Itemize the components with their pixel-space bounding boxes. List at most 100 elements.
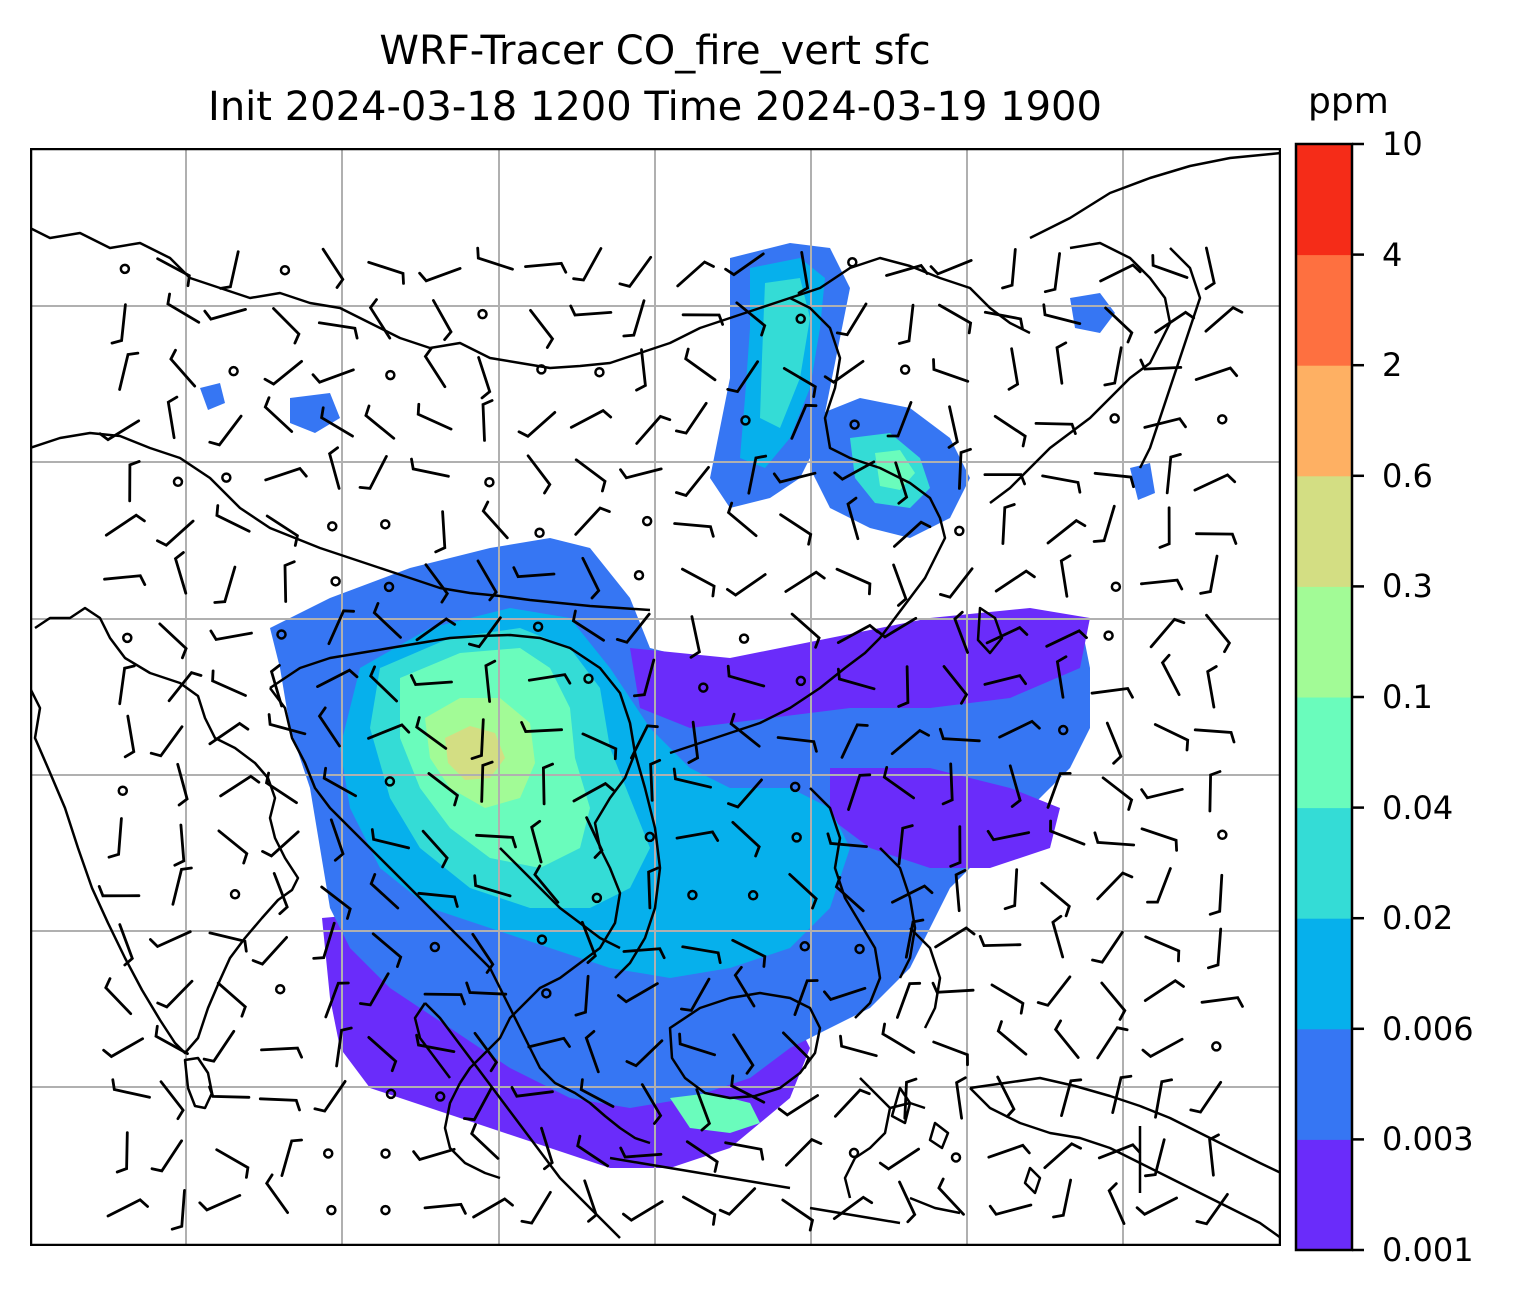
wind-barb <box>676 260 715 288</box>
tracer-contour <box>1070 293 1115 333</box>
wind-barb <box>1055 655 1068 699</box>
wind-barb <box>1154 310 1196 334</box>
wind-barb <box>985 625 1029 645</box>
wind-barb <box>215 504 251 533</box>
wind-barb <box>1052 1178 1072 1219</box>
calm-wind-marker <box>799 941 811 952</box>
tracer-contour <box>670 1093 760 1133</box>
wind-barb <box>219 250 240 290</box>
coastlines <box>30 151 1281 1240</box>
wind-barb <box>675 466 710 498</box>
wind-barb <box>1100 981 1127 1021</box>
calm-wind-marker <box>633 570 645 581</box>
wind-barb <box>932 1040 969 1067</box>
wind-barb <box>1042 303 1082 325</box>
wind-barb <box>110 303 127 345</box>
wind-barb <box>996 1020 1028 1056</box>
wind-barb <box>150 1139 183 1173</box>
wind-barb <box>729 712 761 748</box>
wind-barb <box>170 1189 186 1231</box>
colorbar-tick-label: 0.1 <box>1382 678 1433 716</box>
wind-barb <box>208 414 243 447</box>
wind-barb <box>726 573 767 597</box>
calm-wind-marker <box>541 988 552 999</box>
wind-barb <box>421 829 449 869</box>
wind-barb <box>846 496 860 541</box>
calm-wind-marker <box>644 831 656 843</box>
colorbar-tick-label: 0.001 <box>1382 1231 1474 1269</box>
wind-barb <box>368 298 392 340</box>
wind-barb <box>529 309 555 349</box>
wind-barb <box>834 876 865 913</box>
wind-barb <box>832 1195 874 1220</box>
wind-barb <box>410 457 450 478</box>
wind-barb <box>574 506 611 536</box>
wind-barb <box>931 981 975 994</box>
wind-barb <box>675 401 708 435</box>
calm-wind-marker <box>119 263 131 275</box>
wind-barb <box>955 1076 967 1120</box>
wind-barb <box>583 1179 598 1223</box>
calm-wind-marker <box>536 934 548 945</box>
wind-barb <box>1055 341 1068 385</box>
wind-barb <box>476 246 514 271</box>
wind-barb <box>481 500 509 540</box>
wind-barb <box>470 1123 500 1160</box>
wind-barb <box>1060 1078 1083 1117</box>
wind-barb <box>672 767 712 789</box>
calm-wind-marker <box>534 527 545 539</box>
wind-barb <box>875 616 918 639</box>
wind-barb <box>107 817 123 859</box>
wind-barb <box>949 825 962 868</box>
wind-barb <box>159 1080 185 1121</box>
wind-barb <box>1045 629 1088 648</box>
wind-barb <box>173 823 186 867</box>
wind-barb <box>1199 554 1219 595</box>
wind-barb <box>471 932 495 974</box>
wind-barb <box>772 471 817 484</box>
wind-barb <box>530 819 543 864</box>
wind-barb <box>169 348 197 388</box>
wind-barb <box>839 1034 878 1058</box>
wind-barb <box>1207 927 1223 970</box>
wind-barb <box>173 551 188 595</box>
wind-barb <box>625 1039 664 1068</box>
wind-barb <box>423 346 447 389</box>
wind-barb <box>834 1088 871 1118</box>
wind-barb <box>1140 827 1178 852</box>
colorbar-segment <box>1296 697 1352 809</box>
wind-barb <box>689 615 701 659</box>
calm-wind-marker <box>1211 1041 1222 1052</box>
wind-barb <box>584 1030 600 1074</box>
calm-wind-marker <box>954 525 965 537</box>
wind-barb <box>892 563 908 607</box>
wind-barb <box>647 866 660 910</box>
wind-barb <box>166 395 179 440</box>
wind-barb <box>1141 1037 1184 1059</box>
wind-barb <box>1040 881 1071 918</box>
wind-barb <box>367 260 405 285</box>
wind-barb <box>776 736 818 753</box>
wind-barb <box>727 778 763 809</box>
wind-barb <box>1208 770 1222 813</box>
wind-barb <box>1208 873 1224 916</box>
wind-barb <box>687 720 700 764</box>
wind-barb <box>417 891 459 908</box>
wind-barb <box>251 936 288 966</box>
wind-barb <box>272 872 289 916</box>
wind-barb <box>978 934 1022 948</box>
wind-barb <box>630 724 659 760</box>
wind-barb <box>898 1180 917 1224</box>
wind-barb <box>219 774 261 798</box>
wind-barb <box>149 725 184 758</box>
calm-wind-marker <box>477 308 488 320</box>
wind-barb <box>903 1077 918 1120</box>
wind-barb <box>415 617 457 642</box>
wind-barb <box>1151 254 1189 279</box>
wind-barb <box>724 1141 765 1161</box>
calm-wind-marker <box>747 890 759 901</box>
wind-barb <box>1153 723 1190 752</box>
wind-barb <box>102 1037 144 1059</box>
wind-barb <box>1107 1182 1126 1225</box>
wind-barb <box>434 510 447 554</box>
